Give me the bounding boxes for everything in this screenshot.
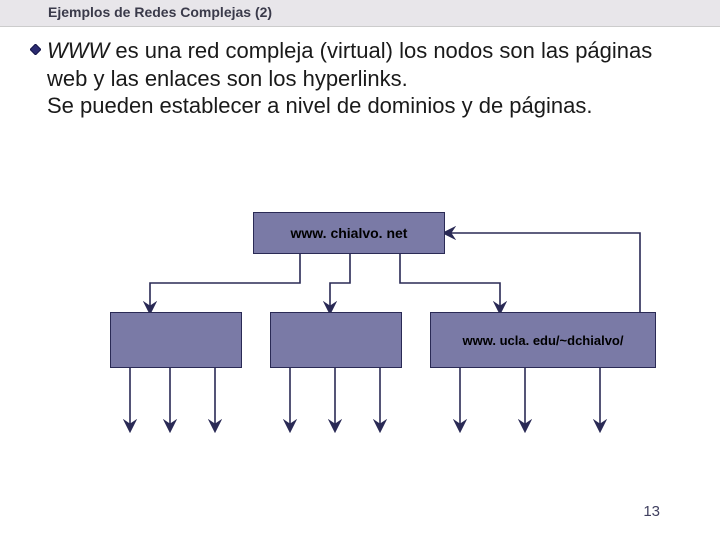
para2: Se pueden establecer a nivel de dominios… xyxy=(47,93,592,118)
page-number: 13 xyxy=(643,503,660,520)
diagram-node: www. chialvo. net xyxy=(253,212,445,254)
diagram-node xyxy=(110,312,242,368)
diamond-bullet-icon xyxy=(30,44,41,55)
content-area: WWW es una red compleja (virtual) los no… xyxy=(0,27,720,120)
slide-title: Ejemplos de Redes Complejas (2) xyxy=(0,0,720,27)
diagram-node: www. ucla. edu/~dchialvo/ xyxy=(430,312,656,368)
para1-rest: es una red compleja (virtual) los nodos … xyxy=(47,38,652,91)
diagram-node xyxy=(270,312,402,368)
body-paragraph: WWW es una red compleja (virtual) los no… xyxy=(47,37,690,120)
term-www: WWW xyxy=(47,38,109,63)
